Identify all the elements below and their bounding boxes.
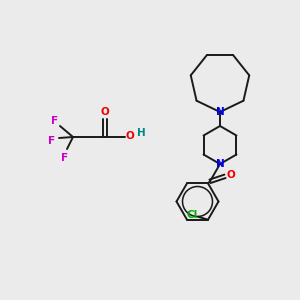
Text: F: F	[61, 153, 69, 163]
Text: O: O	[100, 107, 109, 117]
Text: H: H	[136, 128, 146, 138]
Text: Cl: Cl	[186, 210, 198, 220]
Text: F: F	[51, 116, 58, 126]
Text: O: O	[226, 170, 236, 180]
Text: N: N	[216, 159, 224, 169]
Text: N: N	[216, 107, 224, 117]
Text: F: F	[48, 136, 56, 146]
Text: O: O	[126, 131, 134, 141]
